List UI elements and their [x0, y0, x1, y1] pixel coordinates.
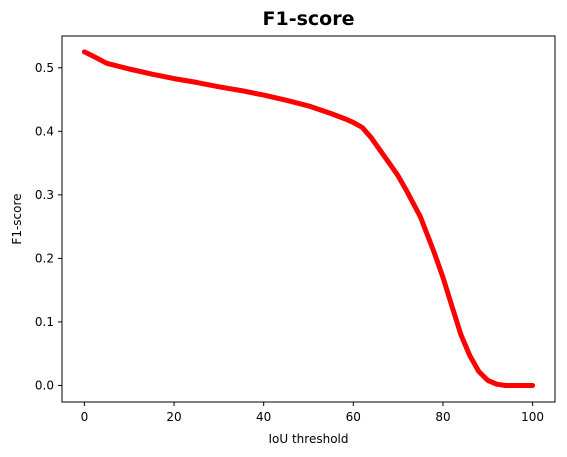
plot-frame [61, 35, 556, 403]
y-axis: 0.0 0.1 0.2 0.3 0.4 0.5 [35, 61, 62, 392]
x-tick-label: 60 [346, 410, 361, 424]
x-tick-label: 100 [521, 410, 544, 424]
x-tick-label: 80 [435, 410, 450, 424]
f1-score-series-line [81, 49, 536, 388]
x-axis: 0 20 40 60 80 100 [81, 402, 544, 424]
y-tick-label: 0.1 [35, 315, 54, 329]
y-tick-label: 0.3 [35, 188, 54, 202]
y-tick-label: 0.5 [35, 61, 54, 75]
series-layer [81, 49, 536, 388]
x-tick-label: 20 [166, 410, 181, 424]
y-axis-label: F1-score [10, 193, 24, 244]
y-tick-label: 0.2 [35, 251, 54, 265]
x-tick-label: 40 [256, 410, 271, 424]
x-axis-label: IoU threshold [269, 432, 349, 446]
chart-title: F1-score [263, 8, 355, 30]
y-tick-label: 0.4 [35, 124, 54, 138]
x-tick-label: 0 [81, 410, 89, 424]
y-tick-label: 0.0 [35, 378, 54, 392]
